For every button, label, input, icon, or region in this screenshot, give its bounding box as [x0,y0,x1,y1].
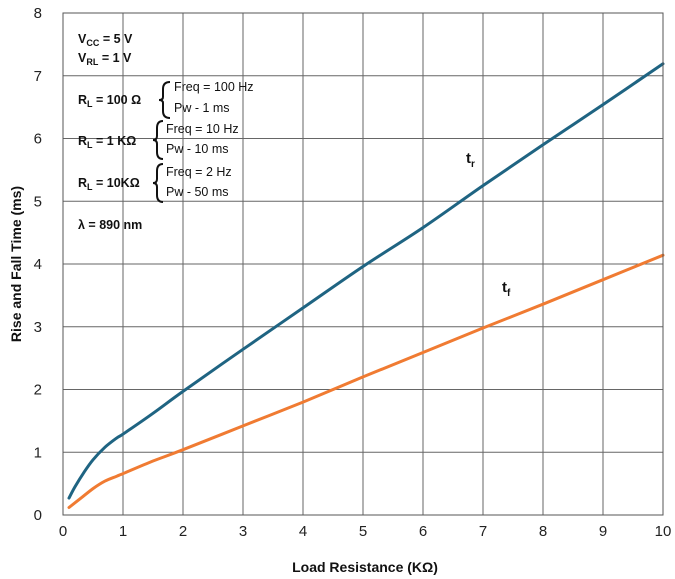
data-series [67,62,665,509]
rl-1k-brace [152,120,164,160]
conditions-box: VCC = 5 V VRL = 1 V RL = 100 Ω Freq = 10… [78,32,254,232]
tr-curve-label: tr [466,150,475,170]
y-tick-label: 6 [34,131,42,148]
x-tick-label: 8 [539,523,547,540]
x-tick-label: 7 [479,523,487,540]
vcc-label: VCC = 5 V [78,32,133,48]
wavelength-label: λ = 890 nm [78,218,142,232]
y-tick-label: 7 [34,68,42,85]
x-tick-label: 2 [179,523,187,540]
rl-100-label: RL = 100 Ω [78,93,141,109]
rl-100-pw: Pw - 1 ms [174,101,230,115]
tf-curve-label: tf [502,279,511,299]
x-axis-title: Load Resistance (KΩ) [292,559,438,575]
y-tick-label: 2 [34,382,42,399]
vrl-label: VRL = 1 V [78,51,132,67]
rl-1k-pw: Pw - 10 ms [166,142,229,156]
rl-10k-brace [152,163,164,203]
y-tick-labels: 0 1 2 3 4 5 6 7 8 [34,5,42,524]
grid-lines [63,13,663,515]
rl-10k-label: RL = 10KΩ [78,176,140,192]
x-tick-label: 9 [599,523,607,540]
series-line-t-f [67,253,665,509]
x-tick-label: 10 [655,523,672,540]
x-tick-label: 4 [299,523,307,540]
y-axis-title: Rise and Fall Time (ms) [8,186,24,342]
x-tick-labels: 0 1 2 3 4 5 6 7 8 9 10 [59,523,672,540]
y-tick-label: 1 [34,444,42,461]
rl-1k-label: RL = 1 KΩ [78,134,136,150]
y-tick-label: 5 [34,193,42,210]
rl-100-brace [158,81,171,119]
y-tick-label: 4 [34,256,42,273]
y-tick-label: 3 [34,319,42,336]
rl-10k-freq: Freq = 2 Hz [166,165,232,179]
rl-10k-pw: Pw - 50 ms [166,185,229,199]
x-tick-label: 1 [119,523,127,540]
series-line-t-r [67,62,665,500]
x-tick-label: 6 [419,523,427,540]
plot-border [62,12,664,516]
x-tick-label: 0 [59,523,67,540]
rl-100-freq: Freq = 100 Hz [174,80,254,94]
x-tick-label: 5 [359,523,367,540]
y-tick-label: 8 [34,5,42,22]
rl-1k-freq: Freq = 10 Hz [166,122,239,136]
y-tick-label: 0 [34,507,42,524]
x-tick-label: 3 [239,523,247,540]
